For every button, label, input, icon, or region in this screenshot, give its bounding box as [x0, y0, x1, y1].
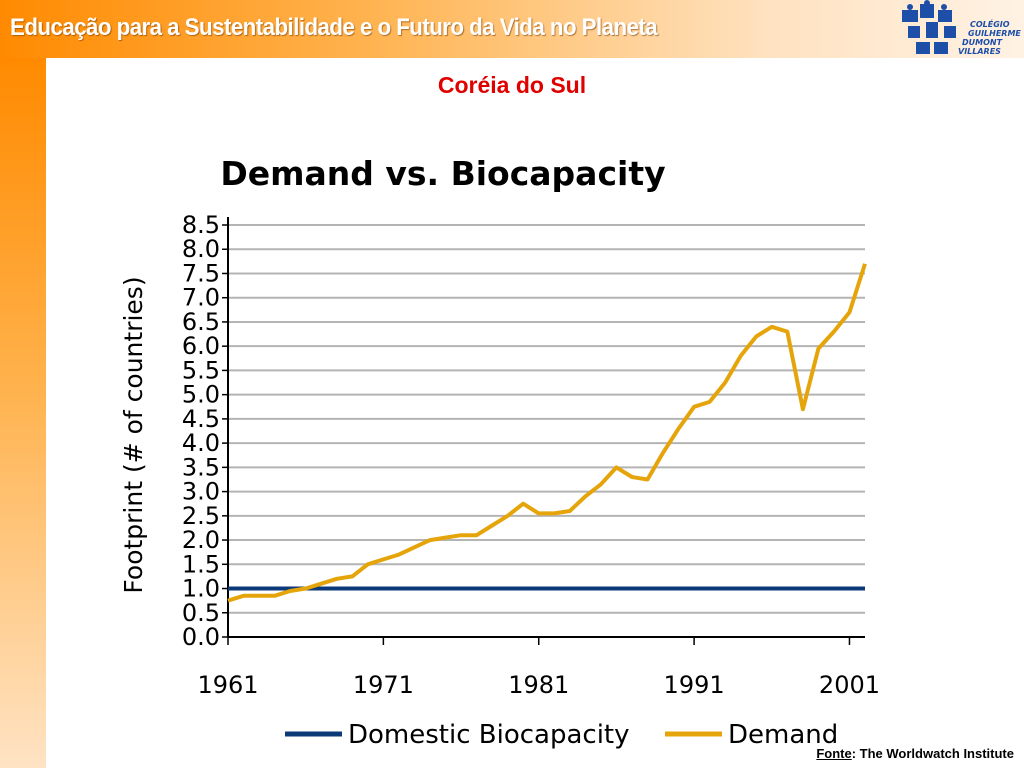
x-tick-label: 1961	[197, 671, 258, 699]
x-tick-labels: 1961 1971 1981 1991 2001	[197, 637, 880, 699]
source-label: Fonte	[816, 746, 852, 761]
legend-label: Domestic Biocapacity	[348, 720, 630, 750]
x-tick-label: 1981	[508, 671, 569, 699]
y-tick-labels: 0.00.51.01.52.02.53.03.54.04.55.05.56.06…	[182, 211, 220, 651]
y-tick-label: 3.5	[182, 453, 220, 481]
legend: Domestic Biocapacity Demand	[285, 720, 838, 750]
logo-text-4: VILLARES	[958, 47, 1001, 56]
y-axis-label: Footprint (# of countries)	[119, 276, 148, 593]
series-lines	[227, 263, 867, 603]
y-tick-label: 2.5	[182, 502, 220, 530]
axes	[227, 217, 865, 638]
logo-mark-icon	[902, 0, 956, 54]
y-tick-label: 4.0	[182, 429, 220, 457]
side-band	[0, 58, 46, 768]
y-tick-label: 4.5	[182, 405, 220, 433]
logo-text-3: DUMONT	[962, 38, 1003, 47]
source-note: Fonte: The Worldwatch Institute	[816, 746, 1014, 761]
y-tick-label: 8.5	[182, 211, 220, 239]
legend-label: Demand	[728, 720, 838, 750]
x-tick-label: 1991	[664, 671, 725, 699]
chart-title: Demand vs. Biocapacity	[220, 154, 665, 193]
logo-text-1: COLÉGIO	[970, 18, 1010, 29]
y-tick-label: 6.0	[182, 332, 220, 360]
slide-title: Coréia do Sul	[437, 72, 587, 98]
x-tick-label: 2001	[819, 671, 880, 699]
school-logo: COLÉGIO GUILHERME DUMONT VILLARES	[902, 0, 1021, 56]
y-tick-label: 5.5	[182, 356, 220, 384]
series-line-demand	[227, 263, 867, 603]
header-band	[0, 0, 1024, 58]
x-tick-label: 1971	[353, 671, 414, 699]
y-tick-label: 7.0	[182, 284, 220, 312]
header-title: Educação para a Sustentabilidade e o Fut…	[10, 14, 658, 41]
demand-biocapacity-chart: Demand vs. Biocapacity 0.00.51.01.52.02.…	[119, 154, 880, 750]
y-tick-label: 7.5	[182, 259, 220, 287]
source-text: : The Worldwatch Institute	[851, 746, 1014, 761]
y-tick-label: 6.5	[182, 308, 220, 336]
y-tick-label: 1.5	[182, 550, 220, 578]
y-tick-label: 1.0	[182, 575, 220, 603]
y-tick-label: 8.0	[182, 235, 220, 263]
y-tick-label: 2.0	[182, 526, 220, 554]
y-tick-label: 5.0	[182, 381, 220, 409]
y-tick-label: 3.0	[182, 478, 220, 506]
y-tick-label: 0.5	[182, 599, 220, 627]
y-tick-label: 0.0	[182, 623, 220, 651]
grid-lines	[222, 224, 865, 638]
logo-text-2: GUILHERME	[968, 29, 1021, 38]
